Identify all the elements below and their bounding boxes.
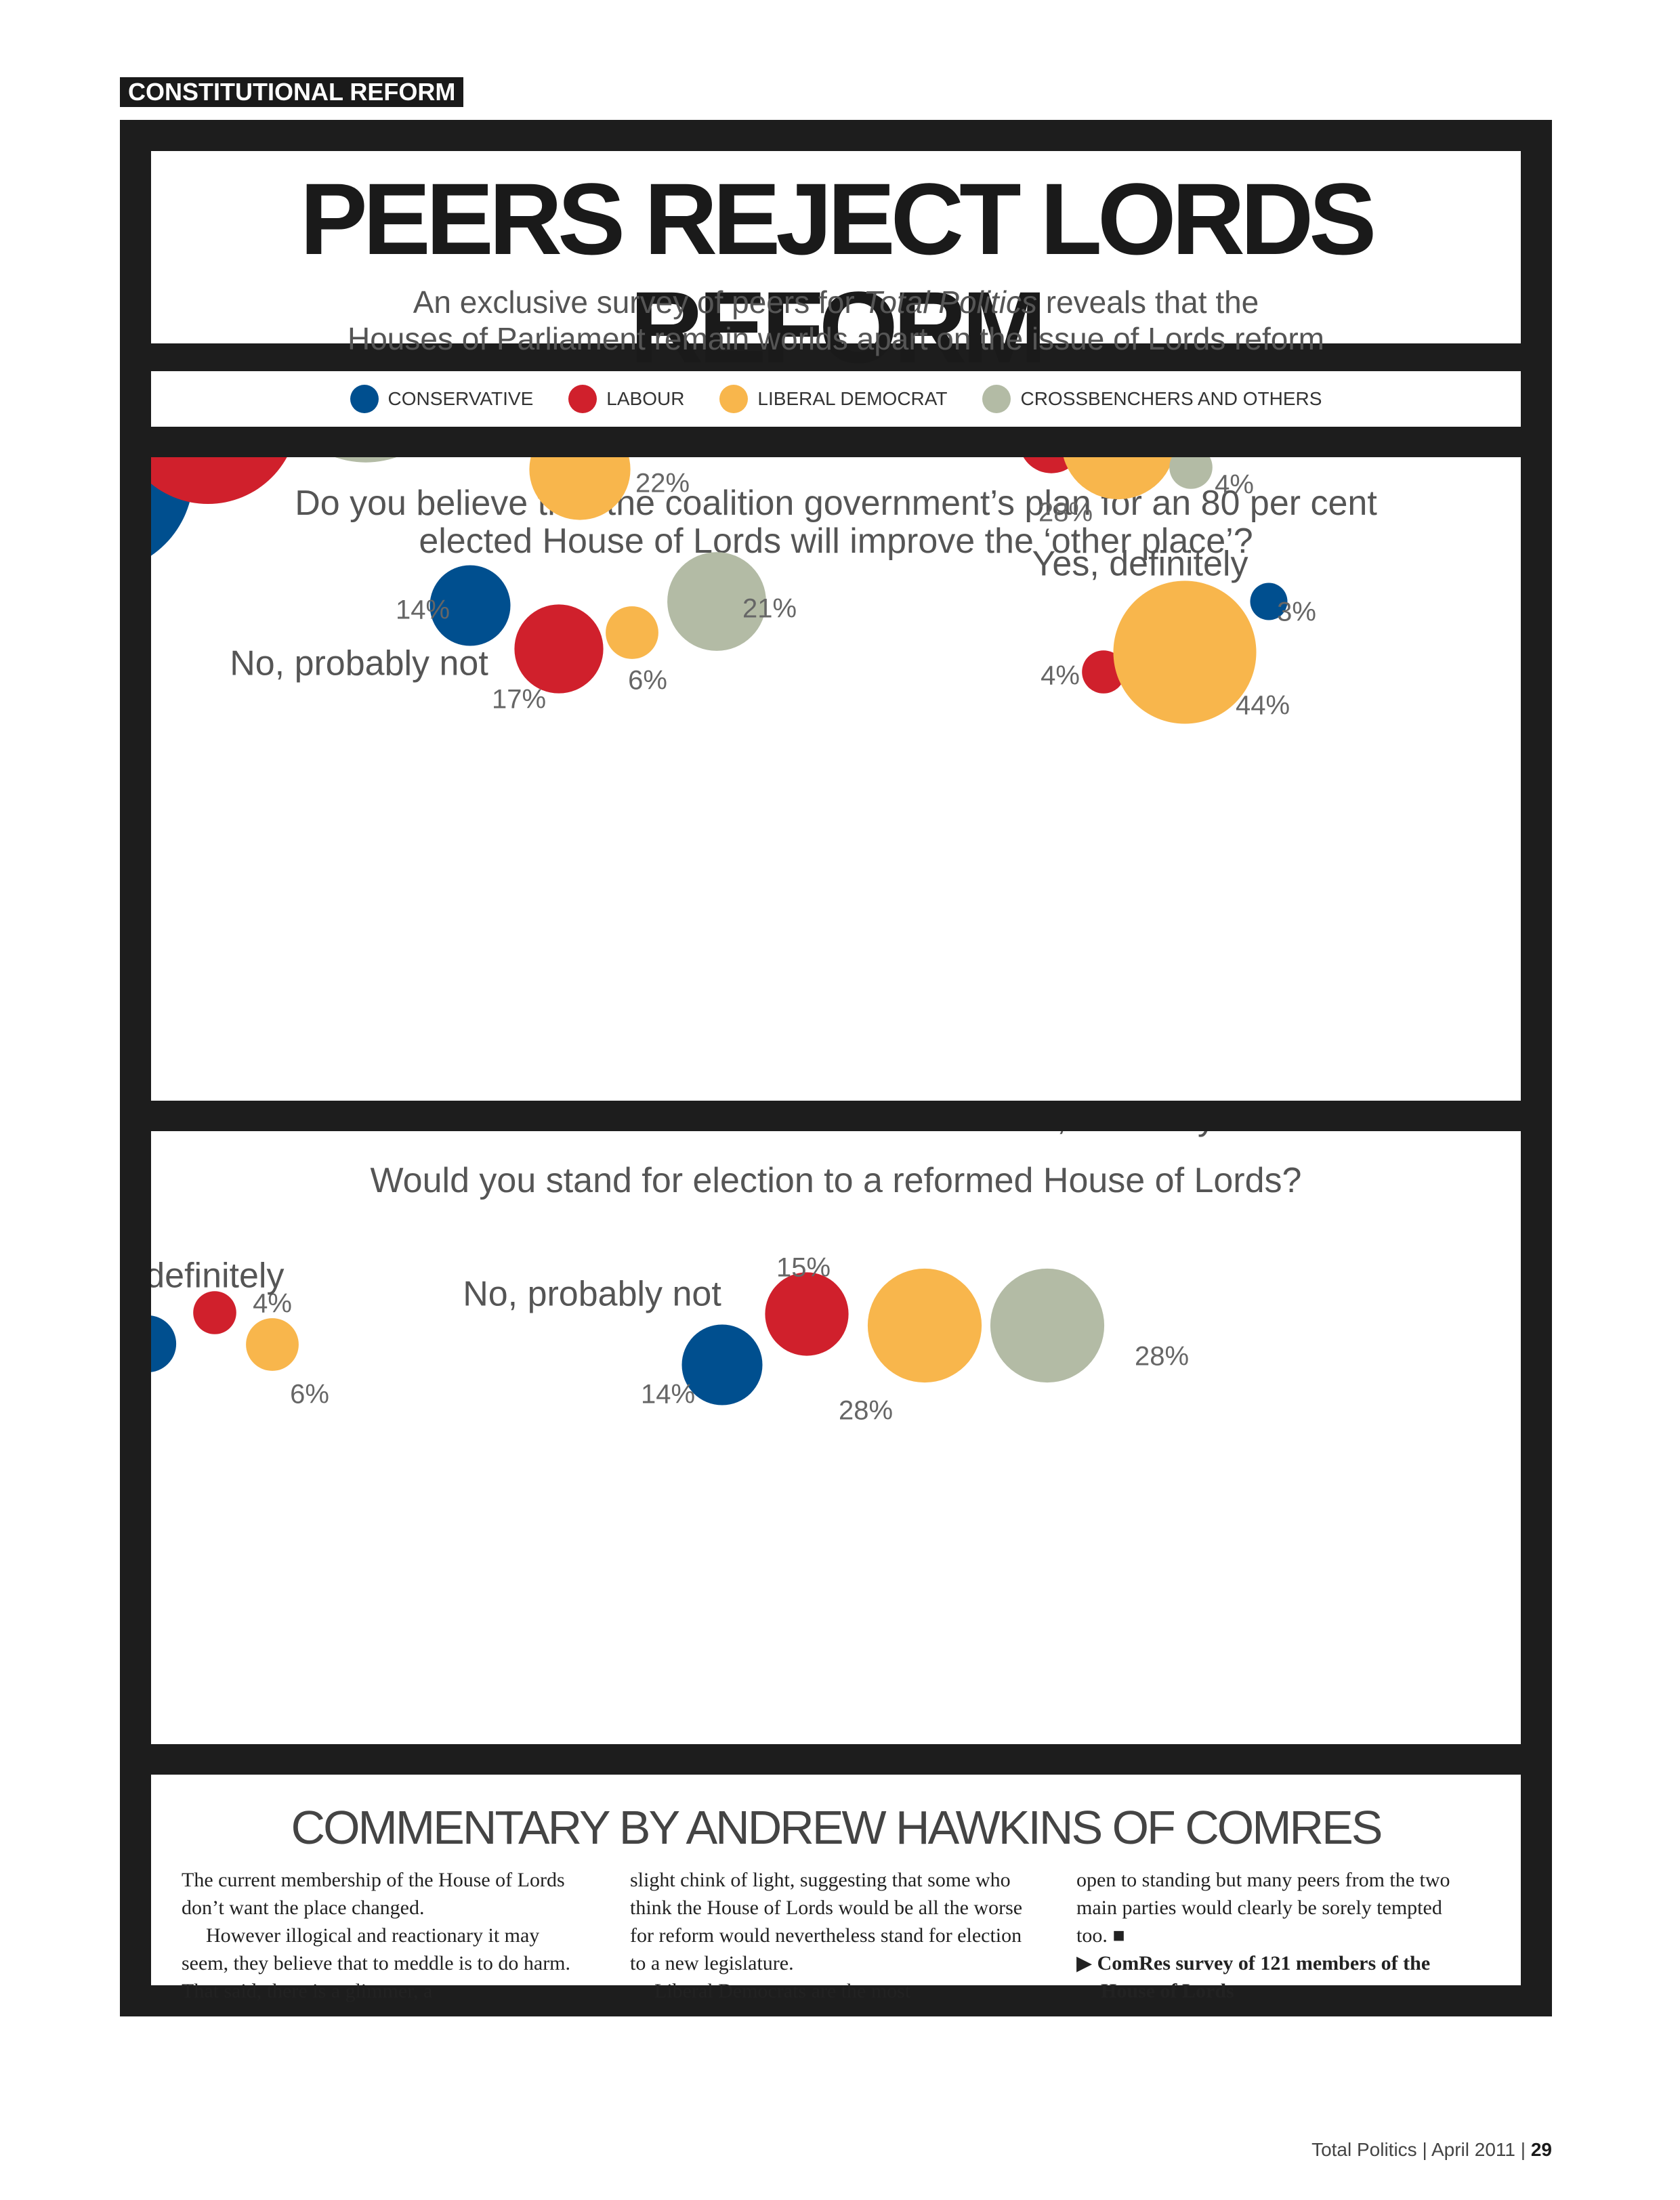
- legend-dot-icon: [719, 385, 749, 413]
- data-label: 15%: [776, 1253, 831, 1283]
- legend-dot-icon: [982, 385, 1011, 413]
- bubble-group-yes-definitely: 7%4%6%Yes, definitely: [151, 1256, 329, 1410]
- bubble-liberal-democrat: [1113, 580, 1257, 724]
- data-label: 28%: [1135, 1342, 1189, 1372]
- bubble-labour: [765, 1272, 849, 1356]
- legend-item-libdem: LIBERAL DEMOCRAT: [719, 385, 947, 413]
- bubble-crossbenchers-and-others: [335, 457, 397, 463]
- commentary-panel: COMMENTARY BY ANDREW HAWKINS OF COMRES T…: [151, 1775, 1521, 2002]
- commentary-column-1: The current membership of the House of L…: [182, 1866, 574, 2005]
- bubble-conservative: [1250, 583, 1288, 620]
- bubble-group-no-probably-not: 14% 15% 28% 28% No, probably not: [463, 1253, 1189, 1426]
- data-label: 14%: [641, 1380, 695, 1410]
- legend: CONSERVATIVE LABOUR LIBERAL DEMOCRAT CRO…: [151, 371, 1521, 427]
- commentary-paragraph: Liberal Democrats are the most: [654, 1980, 911, 2002]
- data-label: 14%: [396, 595, 450, 625]
- bubble-group-yes-probably: 9%28%4%Yes, probably: [973, 457, 1254, 528]
- data-label: 28%: [1038, 498, 1093, 528]
- q1-question-line2: elected House of Lords will improve the …: [419, 522, 1253, 561]
- q1-panel: Do you believe that the coalition govern…: [151, 457, 1521, 1101]
- footer-publication: Total Politics: [1311, 2139, 1417, 2160]
- bubble-labour: [151, 457, 287, 504]
- group-label: No, probably not: [463, 1275, 721, 1314]
- data-label: 28%: [839, 1396, 893, 1426]
- bubble-group-no-definitely-not: 52%59%33%65%No, definitely not: [818, 1131, 1274, 1138]
- legend-item-crossbench: CROSSBENCHERS AND OTHERS: [982, 385, 1322, 413]
- data-label: 6%: [290, 1380, 329, 1410]
- group-label: Yes, definitely: [151, 1256, 284, 1296]
- group-label: No, definitely not: [1011, 1131, 1274, 1138]
- legend-label: LABOUR: [606, 388, 685, 409]
- bubble-conservative: [429, 565, 511, 646]
- q1-bubble-chart: 80%70%22%75%No, definitely not 9% 28% 4% Yes…: [151, 457, 1316, 724]
- bubble-labour: [514, 604, 604, 694]
- footer-date: April 2011: [1431, 2139, 1515, 2160]
- subtitle-line2: Houses of Parliament remain worlds apart…: [348, 321, 1324, 356]
- bubble-liberal-democrat: [1063, 457, 1174, 500]
- subtitle-line1-pre: An exclusive survey of peers for: [413, 284, 864, 320]
- title-panel: PEERS REJECT LORDS REFORM An exclusive s…: [151, 151, 1521, 381]
- commentary-paragraph: open to standing but many peers from the…: [1076, 1869, 1450, 1947]
- legend-label: LIBERAL DEMOCRAT: [757, 388, 948, 409]
- bubble-labour: [193, 1291, 236, 1334]
- legend-item-conservative: CONSERVATIVE: [350, 385, 534, 413]
- bubble-conservative: [681, 1324, 763, 1405]
- bubble-group-no-probably-not: 14% 17% 6% 21% No, probably not: [230, 552, 797, 715]
- bubble-crossbenchers-and-others: [667, 552, 766, 651]
- data-label: 3%: [1277, 597, 1316, 627]
- bubble-crossbenchers-and-others: [990, 1268, 1105, 1383]
- subtitle: An exclusive survey of peers for Total P…: [151, 284, 1521, 357]
- group-label: Yes, definitely: [1032, 545, 1248, 584]
- bubble-crossbenchers-and-others: [1169, 457, 1213, 489]
- bubble-liberal-democrat: [606, 606, 658, 659]
- bubble-liberal-democrat: [529, 457, 631, 520]
- data-label: 4%: [1215, 470, 1254, 500]
- data-label: 6%: [628, 666, 667, 696]
- q1-question: Do you believe that the coalition govern…: [151, 484, 1521, 560]
- commentary-paragraph: However illogical and reactionary it may…: [182, 1924, 571, 2002]
- q2-bubble-chart: 10%13%34%Yes, probably52%59%33%65%No, de…: [151, 1131, 1274, 1426]
- legend-dot-icon: [350, 385, 379, 413]
- q2-panel: Would you stand for election to a reform…: [151, 1131, 1521, 1744]
- data-label: 21%: [742, 594, 797, 624]
- section-tag: CONSTITUTIONAL REFORM: [120, 77, 464, 107]
- legend-label: CONSERVATIVE: [387, 388, 534, 409]
- commentary-column-2: slight chink of light, suggesting that s…: [630, 1866, 1023, 2005]
- data-label: 59%: [818, 1131, 872, 1135]
- bubble-group-yes-definitely: 3% 4% 44% Yes, definitely: [1032, 545, 1316, 724]
- bubble-liberal-democrat: [246, 1318, 299, 1371]
- commentary-title: COMMENTARY BY ANDREW HAWKINS OF COMRES: [291, 1801, 1383, 1854]
- bubble-liberal-democrat: [867, 1268, 982, 1383]
- commentary-paragraph: slight chink of light, suggesting that s…: [630, 1869, 1023, 1974]
- legend-dot-icon: [568, 385, 597, 413]
- subtitle-line1-post: reveals that the: [1036, 284, 1259, 320]
- legend-label: CROSSBENCHERS AND OTHERS: [1020, 388, 1322, 409]
- article-frame: PEERS REJECT LORDS REFORM An exclusive s…: [120, 120, 1552, 2016]
- legend-item-labour: LABOUR: [568, 385, 684, 413]
- legend-panel: CONSERVATIVE LABOUR LIBERAL DEMOCRAT CRO…: [151, 371, 1521, 427]
- commentary-paragraph: The current membership of the House of L…: [182, 1869, 565, 1919]
- data-label: 44%: [1236, 691, 1290, 721]
- data-label: 4%: [253, 1289, 292, 1319]
- page-footer: Total Politics | April 2011 | 29: [1311, 2139, 1552, 2160]
- data-label: 17%: [492, 685, 546, 715]
- bubble-group-no-definitely-not: 80%70%22%75%No, definitely not: [151, 457, 690, 556]
- data-label: 9%: [973, 457, 1012, 459]
- q1-question-line1: Do you believe that the coalition govern…: [295, 484, 1377, 523]
- q2-question: Would you stand for election to a reform…: [370, 1161, 1302, 1200]
- page-number: 29: [1530, 2139, 1552, 2160]
- page-title: PEERS REJECT LORDS REFORM: [299, 162, 1377, 384]
- commentary-column-3: open to standing but many peers from the…: [1076, 1866, 1469, 2005]
- bubble-conservative: [151, 1315, 177, 1372]
- data-label: 22%: [635, 469, 690, 499]
- survey-source: ▶ ComRes survey of 121 members of the Ho…: [1076, 1952, 1431, 2002]
- data-label: 4%: [1041, 661, 1080, 691]
- group-label: No, probably not: [230, 644, 488, 683]
- subtitle-publication: Total Politics: [863, 284, 1037, 320]
